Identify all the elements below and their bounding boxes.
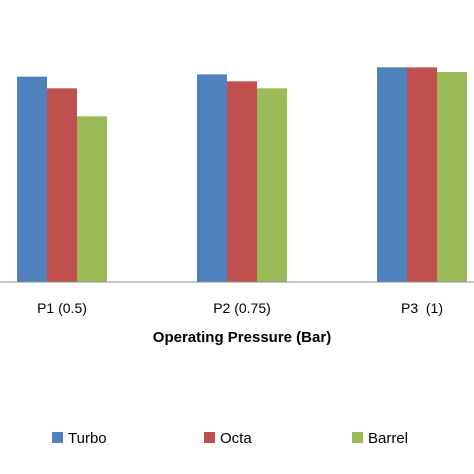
bars-group <box>17 67 467 283</box>
legend-label-octa: Octa <box>220 430 252 447</box>
bar-octa-1 <box>47 88 77 282</box>
legend-swatch-turbo <box>52 432 63 443</box>
x-tick-label: P1 (0.5) <box>37 300 87 316</box>
x-tick-labels: P1 (0.5) P2 (0.75) P3 (1) <box>37 300 443 316</box>
bar-turbo-2 <box>197 74 227 282</box>
bar-turbo-3 <box>377 67 407 282</box>
x-tick-label: P3 (1) <box>401 300 443 316</box>
bar-barrel-3 <box>437 72 467 282</box>
bar-barrel-1 <box>77 116 107 282</box>
legend: Turbo Octa Barrel <box>52 430 408 447</box>
x-tick-label: P2 (0.75) <box>213 300 271 316</box>
bar-octa-2 <box>227 81 257 282</box>
legend-swatch-octa <box>204 432 215 443</box>
bar-octa-3 <box>407 67 437 282</box>
legend-label-barrel: Barrel <box>368 430 408 447</box>
bar-barrel-2 <box>257 88 287 282</box>
x-axis-title: Operating Pressure (Bar) <box>153 329 331 346</box>
bar-turbo-1 <box>17 76 47 283</box>
legend-swatch-barrel <box>352 432 363 443</box>
legend-label-turbo: Turbo <box>68 430 107 447</box>
